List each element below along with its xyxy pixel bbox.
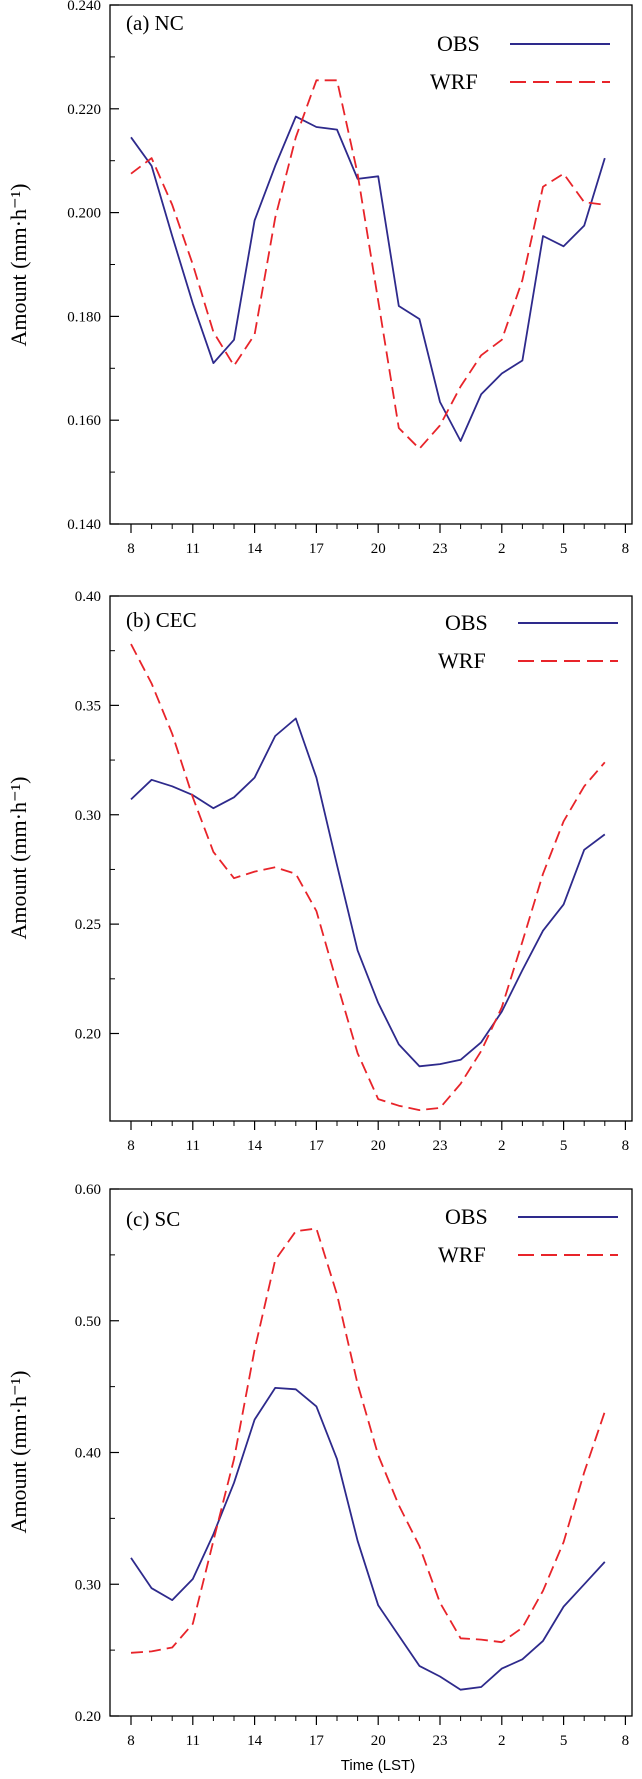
panel-b-x-tick-label: 8 [622,1138,630,1154]
panel-b: 0.20 0.25 0.30 0.35 0.40 8 11 14 17 20 23 2 5 8 (b) … [6,589,633,1154]
panel-a-legend-obs-label: OBS [437,31,480,56]
panel-a-x-tick-label: 14 [247,541,263,557]
panel-a-frame [109,4,633,525]
panel-c-y-ticks: 0.20 0.30 0.40 0.50 0.60 [75,1182,119,1725]
panel-b-y-tick-label: 0.20 [75,1027,101,1043]
panel-a-wrf-series-line [130,79,605,450]
panel-c-x-axis-label: Time (LST) [341,1757,415,1774]
panel-c-y-tick-label: 0.30 [75,1577,101,1593]
panel-b-x-tick-label: 8 [127,1138,135,1154]
panel-b-legend-wrf-label: WRF [438,648,486,673]
panel-c: 0.20 0.30 0.40 0.50 0.60 8 11 14 17 20 23 2 5 8 (c) … [6,1182,633,1774]
panel-b-y-tick-label: 0.40 [75,589,101,605]
panel-c-x-tick-label: 20 [371,1733,386,1749]
panel-b-legend: OBS WRF [438,610,618,673]
panel-b-y-tick-label: 0.30 [75,808,101,824]
panel-a-legend-wrf-label: WRF [430,69,478,94]
panel-c-x-tick-label: 8 [127,1733,135,1749]
panel-a-x-tick-label: 17 [309,541,325,557]
panel-a-y-axis-label: Amount (mm·h⁻¹) [6,183,31,346]
panel-a-y-ticks: 0.140 0.160 0.180 0.200 0.220 0.240 [67,0,119,533]
panel-b-x-tick-label: 14 [247,1138,263,1154]
panel-c-x-tick-label: 5 [560,1733,568,1749]
panel-c-y-tick-label: 0.60 [75,1182,101,1198]
panel-b-legend-obs-label: OBS [445,610,488,635]
panel-c-x-tick-label: 8 [622,1733,630,1749]
panel-c-y-tick-label: 0.20 [75,1709,101,1725]
panel-b-x-tick-label: 20 [371,1138,386,1154]
panel-a-x-ticks: 8 11 14 17 20 23 2 5 8 [127,524,629,557]
panel-b-lines [130,643,606,1111]
panel-a-x-tick-label: 5 [560,541,568,557]
panel-b-x-tick-label: 23 [433,1138,448,1154]
panel-a-x-tick-label: 8 [622,541,630,557]
panel-c-title: (c) SC [126,1207,180,1231]
panel-b-y-tick-label: 0.35 [75,698,101,714]
panel-a-y-tick-label: 0.220 [67,102,101,118]
panel-b-title: (b) CEC [126,608,197,632]
panel-a-title: (a) NC [126,11,184,35]
panel-b-x-tick-label: 2 [498,1138,506,1154]
panel-c-legend-obs-label: OBS [445,1204,488,1229]
panel-c-y-tick-label: 0.50 [75,1314,101,1330]
panel-c-obs-series-line [130,1387,606,1691]
panel-b-y-ticks: 0.20 0.25 0.30 0.35 0.40 [75,589,119,1043]
panel-c-x-tick-label: 11 [186,1733,200,1749]
panel-a-y-tick-label: 0.240 [67,0,101,14]
panel-c-x-tick-label: 17 [309,1733,325,1749]
panel-c-frame [109,1188,633,1717]
panel-b-frame [109,595,633,1122]
panel-b-x-tick-label: 17 [309,1138,325,1154]
panel-a-y-tick-label: 0.140 [67,517,101,533]
panel-b-x-ticks: 8 11 14 17 20 23 2 5 8 [127,1121,629,1154]
panel-a-y-tick-label: 0.200 [67,206,101,222]
panel-c-lines [130,1227,606,1691]
panel-c-legend-wrf-label: WRF [438,1242,486,1267]
panel-b-y-axis-label: Amount (mm·h⁻¹) [6,776,31,939]
panel-a-y-tick-label: 0.180 [67,309,101,325]
panel-c-wrf-series-line [130,1227,606,1654]
panel-c-x-tick-label: 23 [433,1733,448,1749]
panel-a-x-tick-label: 23 [433,541,448,557]
panel-a-legend: OBS WRF [430,31,610,94]
panel-b-y-tick-label: 0.25 [75,917,101,933]
panel-a-lines [130,79,606,450]
panel-a-x-tick-label: 11 [186,541,200,557]
panel-c-y-axis-label: Amount (mm·h⁻¹) [6,1370,31,1533]
panel-a-x-tick-label: 2 [498,541,506,557]
panel-c-x-ticks: 8 11 14 17 20 23 2 5 8 [127,1716,629,1749]
panel-a-x-tick-label: 8 [127,541,135,557]
panel-c-y-tick-label: 0.40 [75,1446,101,1462]
panel-a-x-tick-label: 20 [371,541,386,557]
panel-c-x-tick-label: 14 [247,1733,263,1749]
panel-b-x-tick-label: 5 [560,1138,568,1154]
panel-b-obs-series-line [130,717,606,1068]
panel-c-x-tick-label: 2 [498,1733,506,1749]
panel-b-x-tick-label: 11 [186,1138,200,1154]
panel-c-legend: OBS WRF [438,1204,618,1267]
panel-b-wrf-series-line [130,643,606,1111]
panel-a-y-tick-label: 0.160 [67,413,101,429]
panel-a-obs-series-line [130,115,606,442]
